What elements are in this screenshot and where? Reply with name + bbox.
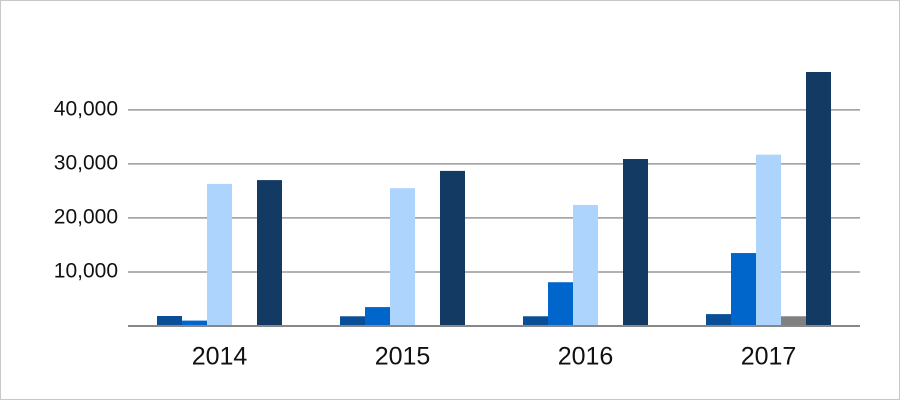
- bar: [365, 307, 390, 326]
- y-tick-label: 30,000: [54, 151, 118, 174]
- bar: [573, 204, 598, 326]
- bar: [756, 154, 781, 326]
- x-tick-label: 2017: [741, 343, 797, 371]
- y-tick-label: 10,000: [54, 260, 118, 283]
- x-tick-label: 2014: [192, 343, 248, 371]
- bar: [706, 314, 731, 326]
- bar: [182, 320, 207, 326]
- x-tick-label: 2015: [375, 343, 431, 371]
- bar: [623, 159, 648, 326]
- bar: [523, 316, 548, 326]
- bar: [731, 253, 756, 326]
- bar: [781, 316, 806, 326]
- bar: [440, 170, 465, 326]
- y-tick-label: 20,000: [54, 205, 118, 228]
- y-tick-label: 40,000: [54, 97, 118, 120]
- bar: [257, 180, 282, 326]
- bar: [806, 72, 831, 326]
- bar: [340, 316, 365, 326]
- x-tick-label: 2016: [558, 343, 614, 371]
- bar: [157, 316, 182, 326]
- bar: [207, 183, 232, 326]
- bar: [548, 282, 573, 326]
- bar: [390, 188, 415, 326]
